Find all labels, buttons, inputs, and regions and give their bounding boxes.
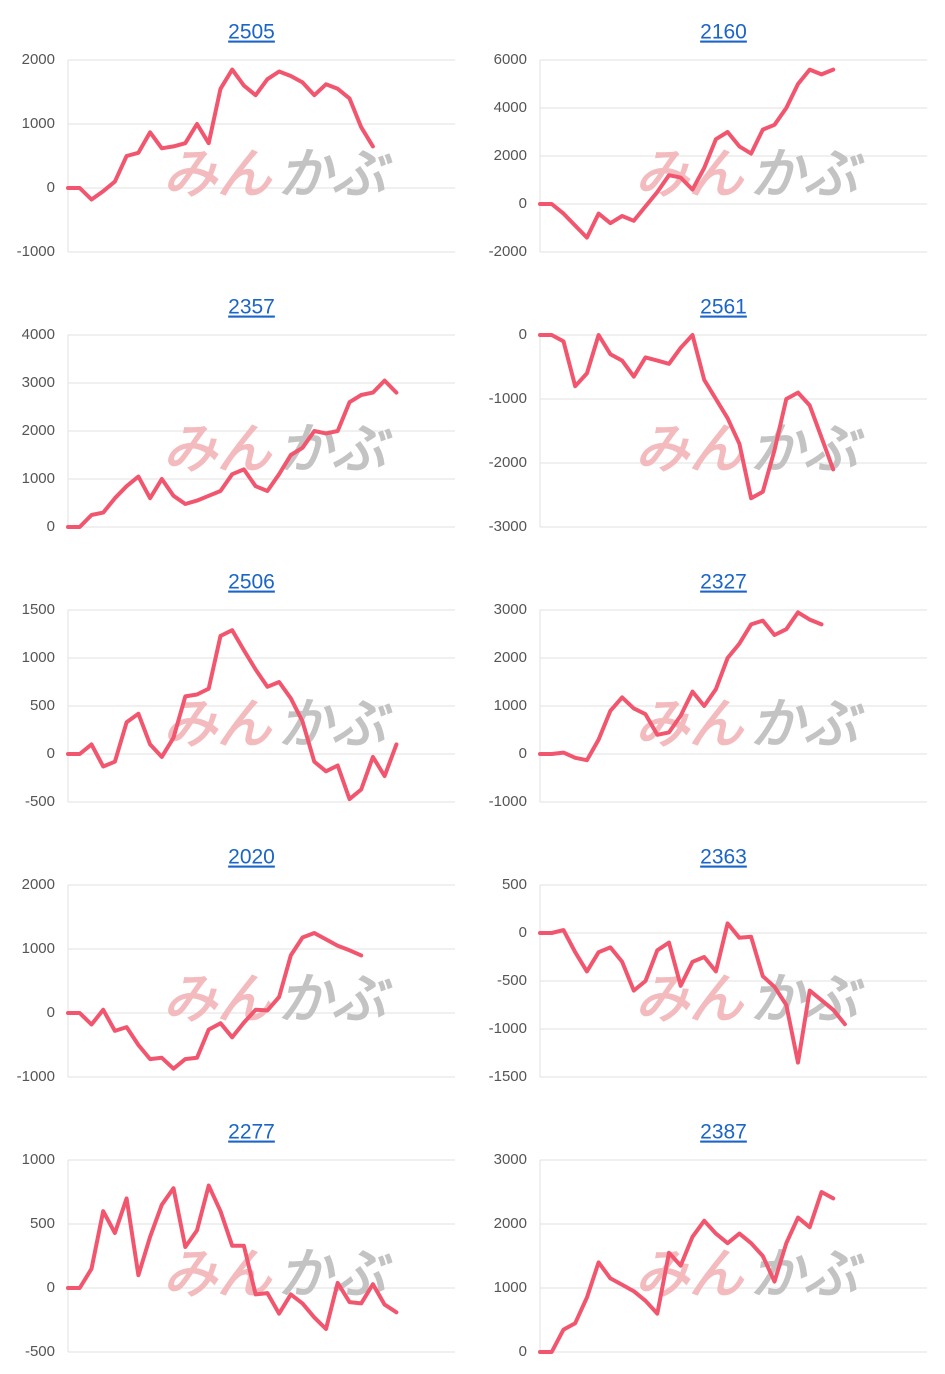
chart-title[interactable]: 2506 [228,571,275,594]
y-tick-label: -1000 [17,243,55,260]
watermark: かぶ [278,419,393,479]
y-tick-label: 1000 [22,940,55,957]
y-tick-label: 0 [519,195,527,212]
watermark: みん [635,144,745,204]
data-line [538,333,836,501]
y-tick-label: 1000 [22,649,55,666]
y-tick-label: 1000 [22,115,55,132]
data-line [66,628,399,802]
y-tick-label: 0 [519,745,527,762]
data-line [66,931,364,1071]
y-tick-label: 3000 [494,1151,527,1168]
chart-panel: 2160 -2000 0 2000 4000 6000 みん かぶ [489,21,927,260]
chart-title[interactable]: 2561 [700,296,747,319]
y-tick-label: 1000 [22,1151,55,1168]
y-tick-label: 0 [47,745,55,762]
watermark: かぶ [750,144,865,204]
chart-title[interactable]: 2505 [228,21,275,44]
y-tick-label: 4000 [22,326,55,343]
y-tick-label: -3000 [489,518,527,535]
y-tick-label: -1000 [489,793,527,810]
y-tick-label: 0 [47,1004,55,1021]
y-tick-label: 0 [47,1279,55,1296]
y-tick-label: 1500 [22,601,55,618]
y-tick-label: 4000 [494,99,527,116]
chart-title[interactable]: 2020 [228,846,275,869]
watermark: みん [635,969,745,1029]
data-line [538,921,847,1065]
y-tick-label: 0 [47,518,55,535]
y-tick-label: 2000 [494,147,527,164]
y-tick-label: -1000 [489,1020,527,1037]
y-tick-label: 3000 [494,601,527,618]
y-tick-label: 2000 [22,51,55,68]
watermark: かぶ [750,694,865,754]
y-tick-label: 1000 [494,697,527,714]
y-tick-label: -500 [497,972,527,989]
y-tick-label: 500 [502,876,527,893]
watermark: みん [163,419,273,479]
y-tick-label: 0 [519,1343,527,1360]
watermark: かぶ [278,694,393,754]
y-tick-label: -1500 [489,1068,527,1085]
data-line [538,1190,836,1354]
watermark: みん [163,694,273,754]
watermark: かぶ [278,144,393,204]
y-tick-label: 1000 [22,470,55,487]
chart-title[interactable]: 2327 [700,571,747,594]
y-tick-label: 0 [519,326,527,343]
y-tick-label: -1000 [489,390,527,407]
watermark: みん [163,969,273,1029]
y-tick-label: -2000 [489,243,527,260]
y-tick-label: 2000 [22,422,55,439]
data-line [66,1183,399,1331]
chart-panel: 2387 0 1000 2000 3000 みん かぶ [494,1121,927,1360]
watermark: かぶ [278,969,393,1029]
y-tick-label: 0 [47,179,55,196]
y-tick-label: -1000 [17,1068,55,1085]
y-tick-label: 500 [30,697,55,714]
y-tick-label: 500 [30,1215,55,1232]
chart-title[interactable]: 2363 [700,846,747,869]
watermark: みん [635,419,745,479]
y-tick-label: 1000 [494,1279,527,1296]
chart-panel: 2505 -1000 0 1000 2000 みん かぶ [17,21,455,260]
chart-title[interactable]: 2387 [700,1121,747,1144]
y-tick-label: 3000 [22,374,55,391]
chart-panel: 2506 -500 0 500 1000 1500 みん かぶ [22,571,455,810]
chart-panel: 2020 -1000 0 1000 2000 みん かぶ [17,846,455,1085]
y-tick-label: 2000 [494,1215,527,1232]
chart-title[interactable]: 2160 [700,21,747,44]
y-tick-label: 2000 [22,876,55,893]
y-tick-label: -500 [25,793,55,810]
y-tick-label: 6000 [494,51,527,68]
y-tick-label: -2000 [489,454,527,471]
chart-title[interactable]: 2357 [228,296,275,319]
y-tick-label: 0 [519,924,527,941]
watermark: みん [163,144,273,204]
data-line [538,610,824,763]
chart-title[interactable]: 2277 [228,1121,275,1144]
data-line [538,67,836,240]
watermark: みん [635,1244,745,1304]
y-tick-label: 2000 [494,649,527,666]
watermark: かぶ [750,1244,865,1304]
y-tick-label: -500 [25,1343,55,1360]
data-line [66,67,375,202]
chart-panel: 2357 0 1000 2000 3000 4000 みん かぶ [22,296,455,535]
data-line [66,378,399,529]
